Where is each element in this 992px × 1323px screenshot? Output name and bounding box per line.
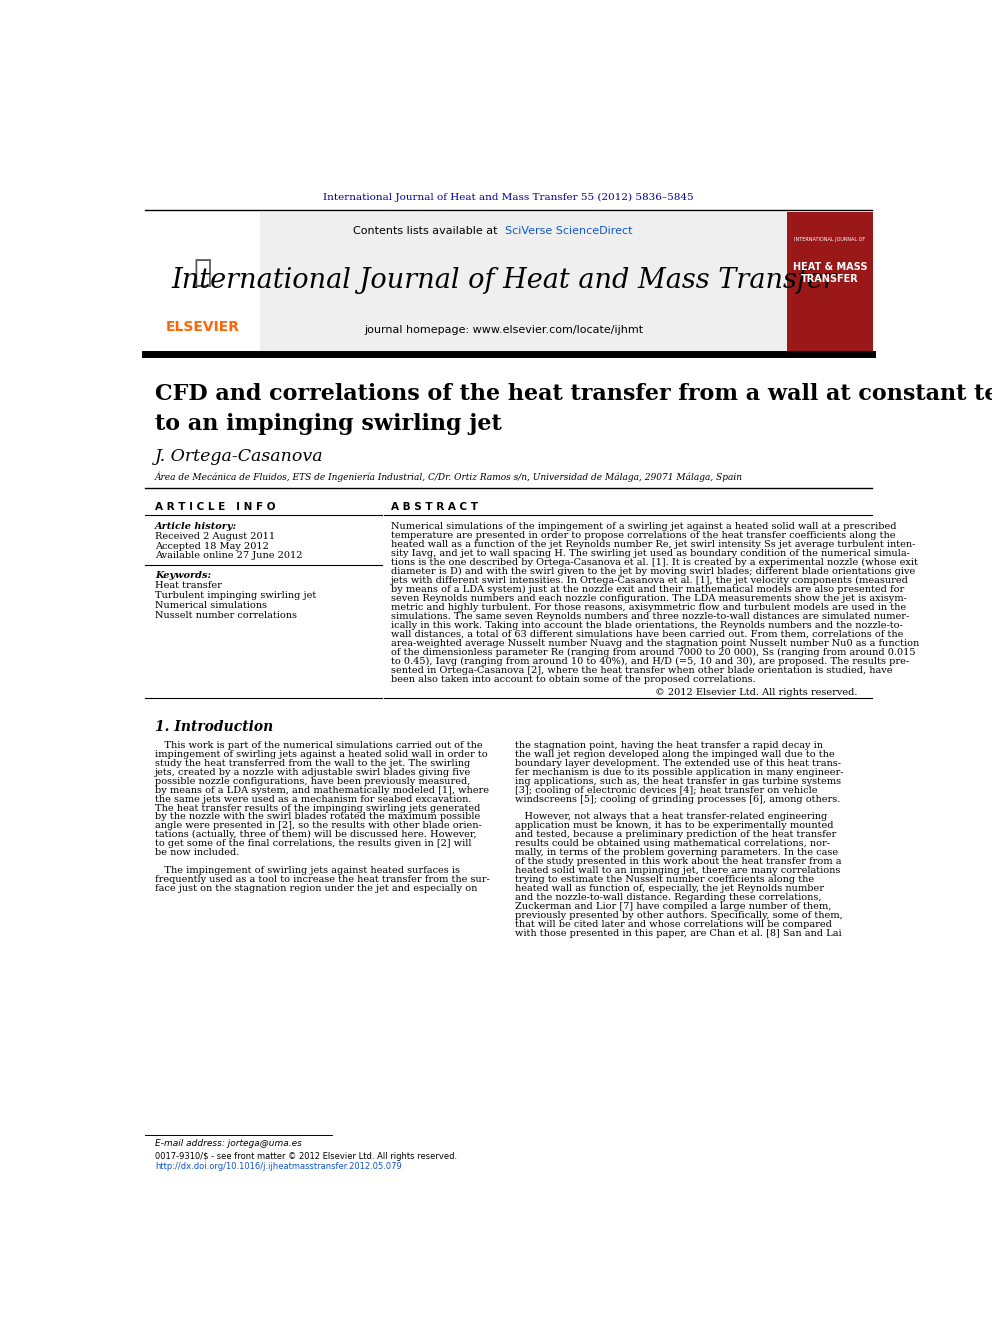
Text: jets, created by a nozzle with adjustable swirl blades giving five: jets, created by a nozzle with adjustabl…	[155, 767, 471, 777]
Text: http://dx.doi.org/10.1016/j.ijheatmasstransfer.2012.05.079: http://dx.doi.org/10.1016/j.ijheatmasstr…	[155, 1162, 402, 1171]
Text: A B S T R A C T: A B S T R A C T	[392, 501, 478, 512]
Text: by the nozzle with the swirl blades rotated the maximum possible: by the nozzle with the swirl blades rota…	[155, 812, 480, 822]
Text: CFD and correlations of the heat transfer from a wall at constant temperature: CFD and correlations of the heat transfe…	[155, 384, 992, 405]
Text: tions is the one described by Ortega-Casanova et al. [1]. It is created by a exp: tions is the one described by Ortega-Cas…	[392, 557, 919, 566]
Text: Received 2 August 2011: Received 2 August 2011	[155, 532, 275, 541]
Text: E-mail address: jortega@uma.es: E-mail address: jortega@uma.es	[155, 1139, 302, 1148]
Text: A R T I C L E   I N F O: A R T I C L E I N F O	[155, 501, 276, 512]
Text: Numerical simulations: Numerical simulations	[155, 601, 267, 610]
Text: trying to estimate the Nusselt number coefficients along the: trying to estimate the Nusselt number co…	[516, 875, 814, 884]
Text: and the nozzle-to-wall distance. Regarding these correlations,: and the nozzle-to-wall distance. Regardi…	[516, 893, 822, 902]
Text: International Journal of Heat and Mass Transfer 55 (2012) 5836–5845: International Journal of Heat and Mass T…	[323, 193, 693, 202]
Text: SciVerse ScienceDirect: SciVerse ScienceDirect	[505, 226, 632, 235]
Text: of the dimensionless parameter Re (ranging from around 7000 to 20 000), Ss (rang: of the dimensionless parameter Re (rangi…	[392, 648, 916, 656]
Text: tations (actually, three of them) will be discussed here. However,: tations (actually, three of them) will b…	[155, 831, 476, 839]
Text: metric and highly turbulent. For those reasons, axisymmetric flow and turbulent : metric and highly turbulent. For those r…	[392, 603, 907, 611]
Bar	[787, 212, 873, 353]
Text: heated wall as function of, especially, the jet Reynolds number: heated wall as function of, especially, …	[516, 884, 824, 893]
Text: sented in Ortega-Casanova [2], where the heat transfer when other blade orientat: sented in Ortega-Casanova [2], where the…	[392, 665, 893, 675]
Text: to 0.45), Iavg (ranging from around 10 to 40%), and H/D (=5, 10 and 30), are pro: to 0.45), Iavg (ranging from around 10 t…	[392, 656, 910, 665]
Text: area-weighted average Nusselt number Nuavg and the stagnation point Nusselt numb: area-weighted average Nusselt number Nua…	[392, 639, 920, 648]
Text: boundary layer development. The extended use of this heat trans-: boundary layer development. The extended…	[516, 759, 841, 767]
Text: Numerical simulations of the impingement of a swirling jet against a heated soli: Numerical simulations of the impingement…	[392, 521, 897, 531]
Text: Heat transfer: Heat transfer	[155, 581, 222, 590]
Text: © 2012 Elsevier Ltd. All rights reserved.: © 2012 Elsevier Ltd. All rights reserved…	[656, 688, 858, 697]
Text: frequently used as a tool to increase the heat transfer from the sur-: frequently used as a tool to increase th…	[155, 875, 490, 884]
Text: by means of a LDA system, and mathematically modeled [1], where: by means of a LDA system, and mathematic…	[155, 786, 489, 795]
Text: J. Ortega-Casanova: J. Ortega-Casanova	[155, 448, 323, 466]
Text: been also taken into account to obtain some of the proposed correlations.: been also taken into account to obtain s…	[392, 675, 756, 684]
Text: wall distances, a total of 63 different simulations have been carried out. From : wall distances, a total of 63 different …	[392, 630, 904, 639]
Text: be now included.: be now included.	[155, 848, 239, 857]
Text: ically in this work. Taking into account the blade orientations, the Reynolds nu: ically in this work. Taking into account…	[392, 620, 903, 630]
Text: However, not always that a heat transfer-related engineering: However, not always that a heat transfer…	[516, 812, 827, 822]
Text: jets with different swirl intensities. In Ortega-Casanova et al. [1], the jet ve: jets with different swirl intensities. I…	[392, 576, 910, 585]
Text: INTERNATIONAL JOURNAL OF: INTERNATIONAL JOURNAL OF	[795, 237, 866, 242]
Text: possible nozzle configurations, have been previously measured,: possible nozzle configurations, have bee…	[155, 777, 470, 786]
Text: face just on the stagnation region under the jet and especially on: face just on the stagnation region under…	[155, 884, 477, 893]
Text: application must be known, it has to be experimentally mounted: application must be known, it has to be …	[516, 822, 834, 831]
Text: Área de Mecánica de Fluidos, ETS de Ingeniería Industrial, C/Dr. Ortiz Ramos s/n: Área de Mecánica de Fluidos, ETS de Inge…	[155, 471, 743, 482]
Text: by means of a LDA system) just at the nozzle exit and their mathematical models : by means of a LDA system) just at the no…	[392, 585, 905, 594]
Text: Zuckerman and Lior [7] have compiled a large number of them,: Zuckerman and Lior [7] have compiled a l…	[516, 902, 831, 910]
Bar	[145, 212, 260, 353]
Text: previously presented by other authors. Specifically, some of them,: previously presented by other authors. S…	[516, 910, 843, 919]
Text: The heat transfer results of the impinging swirling jets generated: The heat transfer results of the impingi…	[155, 803, 480, 812]
Text: diameter is D) and with the swirl given to the jet by moving swirl blades; diffe: diameter is D) and with the swirl given …	[392, 566, 916, 576]
Text: simulations. The same seven Reynolds numbers and three nozzle-to-wall distances : simulations. The same seven Reynolds num…	[392, 611, 910, 620]
Text: journal homepage: www.elsevier.com/locate/ijhmt: journal homepage: www.elsevier.com/locat…	[364, 324, 644, 335]
Text: ELSEVIER: ELSEVIER	[166, 320, 239, 333]
Text: Keywords:: Keywords:	[155, 570, 211, 579]
Text: Nusselt number correlations: Nusselt number correlations	[155, 611, 297, 620]
Text: to get some of the final correlations, the results given in [2] will: to get some of the final correlations, t…	[155, 839, 471, 848]
Text: results could be obtained using mathematical correlations, nor-: results could be obtained using mathemat…	[516, 839, 830, 848]
Text: heated solid wall to an impinging jet, there are many correlations: heated solid wall to an impinging jet, t…	[516, 867, 841, 875]
Text: Available online 27 June 2012: Available online 27 June 2012	[155, 550, 303, 560]
Text: of the study presented in this work about the heat transfer from a: of the study presented in this work abou…	[516, 857, 842, 867]
Text: temperature are presented in order to propose correlations of the heat transfer : temperature are presented in order to pr…	[392, 531, 896, 540]
Text: ing applications, such as, the heat transfer in gas turbine systems: ing applications, such as, the heat tran…	[516, 777, 841, 786]
Text: that will be cited later and whose correlations will be compared: that will be cited later and whose corre…	[516, 919, 832, 929]
Text: HEAT & MASS
TRANSFER: HEAT & MASS TRANSFER	[793, 262, 867, 283]
Text: Contents lists available at: Contents lists available at	[353, 226, 501, 235]
Text: 🌳: 🌳	[193, 258, 211, 287]
Text: windscreens [5]; cooling of grinding processes [6], among others.: windscreens [5]; cooling of grinding pro…	[516, 795, 841, 803]
Text: seven Reynolds numbers and each nozzle configuration. The LDA measurements show : seven Reynolds numbers and each nozzle c…	[392, 594, 908, 602]
Text: to an impinging swirling jet: to an impinging swirling jet	[155, 413, 502, 435]
Bar	[260, 212, 787, 353]
Text: the same jets were used as a mechanism for seabed excavation.: the same jets were used as a mechanism f…	[155, 795, 471, 803]
Text: The impingement of swirling jets against heated surfaces is: The impingement of swirling jets against…	[155, 867, 460, 875]
Text: heated wall as a function of the jet Reynolds number Re, jet swirl intensity Ss : heated wall as a function of the jet Rey…	[392, 540, 916, 549]
Text: impingement of swirling jets against a heated solid wall in order to: impingement of swirling jets against a h…	[155, 750, 488, 759]
Text: the wall jet region developed along the impinged wall due to the: the wall jet region developed along the …	[516, 750, 835, 759]
Text: This work is part of the numerical simulations carried out of the: This work is part of the numerical simul…	[155, 741, 483, 750]
Text: and tested, because a preliminary prediction of the heat transfer: and tested, because a preliminary predic…	[516, 831, 836, 839]
Text: sity Iavg, and jet to wall spacing H. The swirling jet used as boundary conditio: sity Iavg, and jet to wall spacing H. Th…	[392, 549, 911, 557]
Text: Turbulent impinging swirling jet: Turbulent impinging swirling jet	[155, 591, 316, 599]
Text: Article history:: Article history:	[155, 521, 237, 531]
Text: fer mechanism is due to its possible application in many engineer-: fer mechanism is due to its possible app…	[516, 767, 844, 777]
Text: mally, in terms of the problem governing parameters. In the case: mally, in terms of the problem governing…	[516, 848, 838, 857]
Text: 1. Introduction: 1. Introduction	[155, 720, 273, 734]
Text: [3]; cooling of electronic devices [4]; heat transfer on vehicle: [3]; cooling of electronic devices [4]; …	[516, 786, 817, 795]
Text: International Journal of Heat and Mass Transfer: International Journal of Heat and Mass T…	[172, 267, 836, 294]
Text: 0017-9310/$ - see front matter © 2012 Elsevier Ltd. All rights reserved.: 0017-9310/$ - see front matter © 2012 El…	[155, 1152, 457, 1162]
Text: Accepted 18 May 2012: Accepted 18 May 2012	[155, 541, 269, 550]
Text: the stagnation point, having the heat transfer a rapid decay in: the stagnation point, having the heat tr…	[516, 741, 823, 750]
Text: study the heat transferred from the wall to the jet. The swirling: study the heat transferred from the wall…	[155, 759, 470, 767]
Text: with those presented in this paper, are Chan et al. [8] San and Lai: with those presented in this paper, are …	[516, 929, 842, 938]
Text: angle were presented in [2], so the results with other blade orien-: angle were presented in [2], so the resu…	[155, 822, 482, 831]
